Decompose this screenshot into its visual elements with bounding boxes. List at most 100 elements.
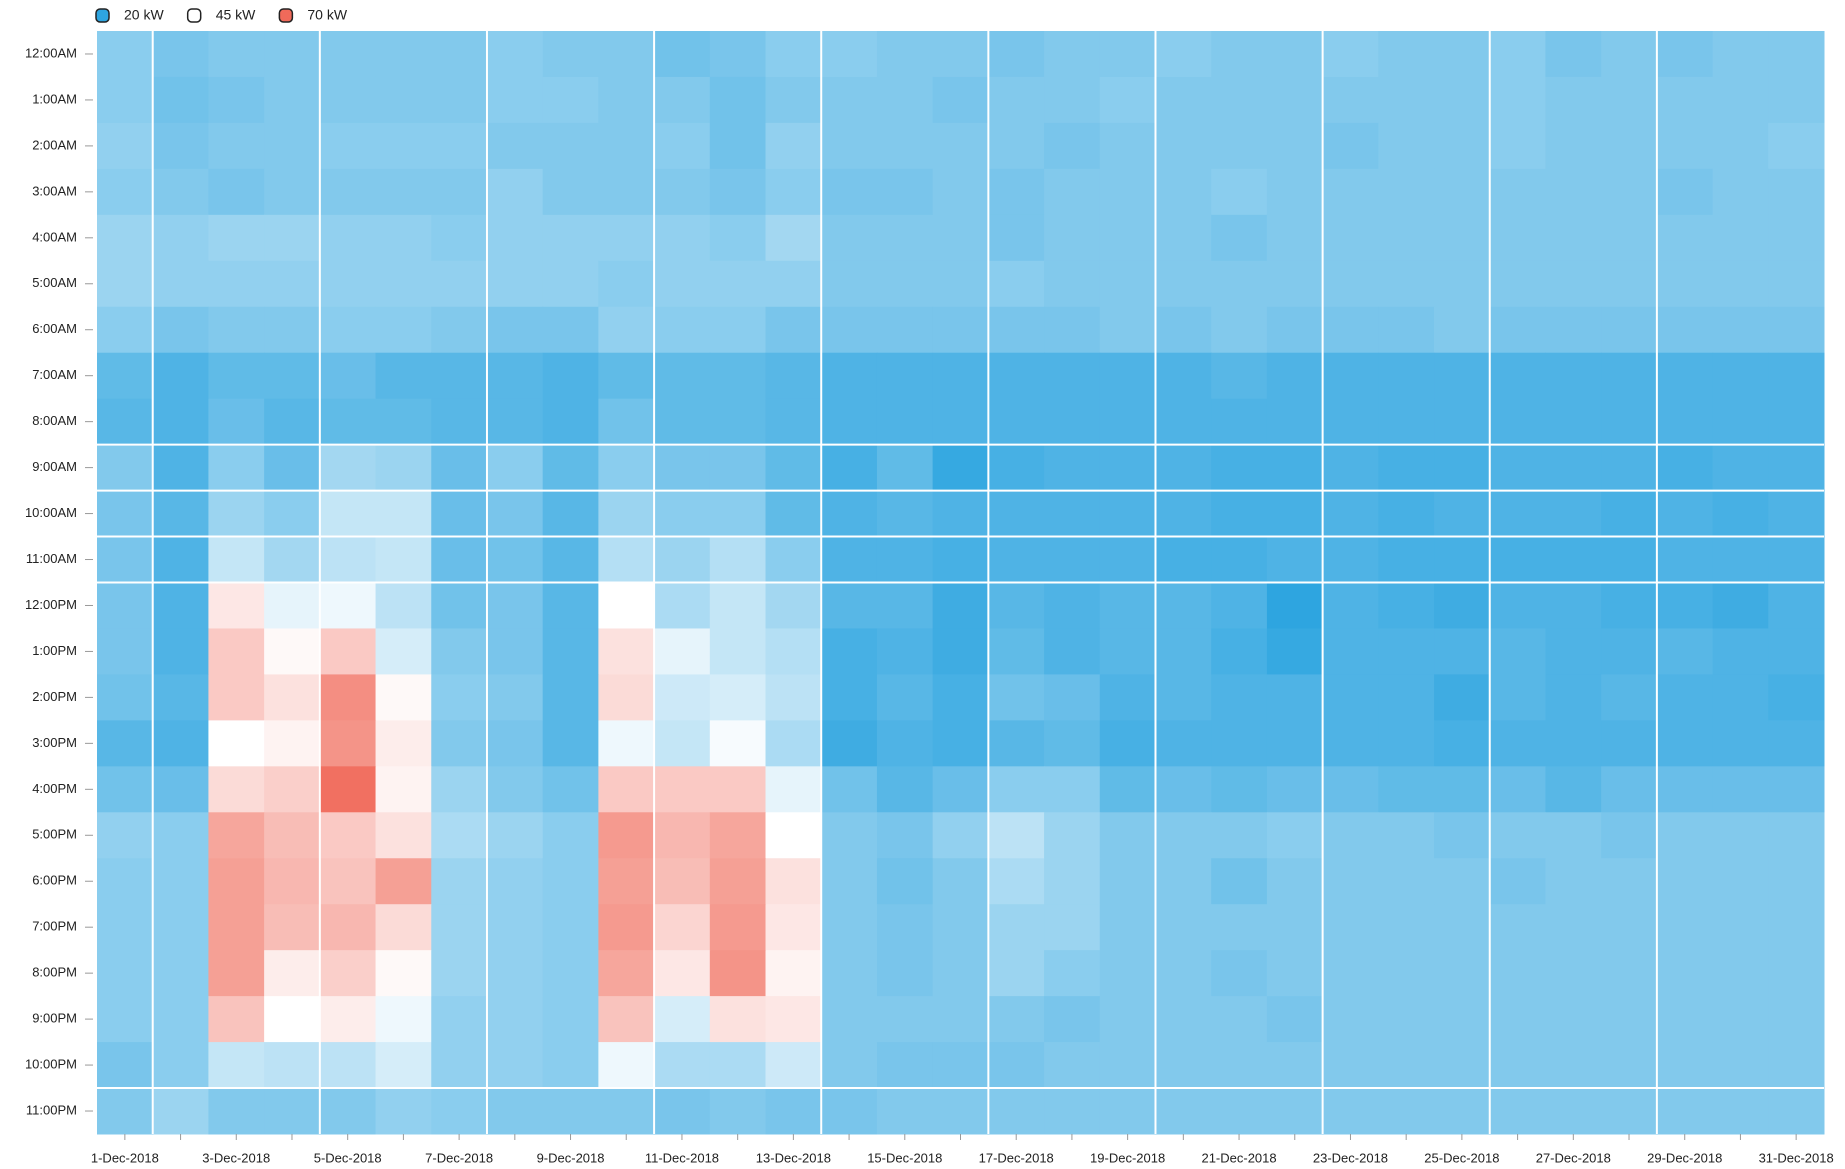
heat-cell <box>1656 674 1714 721</box>
heat-cell <box>264 444 321 492</box>
heat-cell <box>542 1042 599 1089</box>
heat-cell <box>1768 996 1825 1043</box>
y-tick-label: 2:00PM <box>32 689 77 704</box>
heat-cell <box>988 306 1045 354</box>
heat-cell <box>375 168 432 216</box>
heat-cell <box>431 214 488 262</box>
heat-cell <box>431 996 488 1043</box>
heat-cell <box>152 76 209 124</box>
heat-cell <box>1434 490 1491 538</box>
heat-cell <box>1489 950 1546 997</box>
heat-cell <box>1712 444 1769 492</box>
heat-cell <box>765 352 822 400</box>
heat-cell <box>821 536 878 583</box>
heat-cell <box>1712 1042 1769 1089</box>
heat-cell <box>932 536 989 583</box>
heat-cell <box>1601 1088 1658 1135</box>
heat-cell <box>654 536 711 583</box>
heat-cell <box>1099 490 1156 538</box>
heat-cell <box>598 352 655 400</box>
heat-cell <box>542 490 599 538</box>
heat-cell <box>1044 858 1101 905</box>
heat-cell <box>598 76 655 124</box>
heat-cell <box>97 31 154 78</box>
heat-cell <box>1712 996 1769 1043</box>
heat-cell <box>1266 444 1324 492</box>
heat-cell <box>988 31 1045 78</box>
heat-cell <box>1378 858 1435 905</box>
heat-cell <box>598 1042 655 1089</box>
heat-cell <box>598 812 655 859</box>
heat-cell <box>431 260 488 308</box>
y-tick-label: 11:00PM <box>26 1102 77 1117</box>
heat-cell <box>152 720 209 767</box>
heat-cell <box>1768 214 1825 262</box>
heat-cell <box>208 31 265 78</box>
heat-cell <box>1044 904 1101 951</box>
heat-cell <box>1155 766 1212 813</box>
heat-cell <box>97 1042 154 1089</box>
heat-cell <box>988 720 1045 767</box>
heat-cell <box>431 628 488 675</box>
heat-cell <box>1768 1042 1825 1089</box>
heat-cell <box>319 1088 377 1135</box>
y-tick-label: 6:00AM <box>32 321 77 336</box>
heat-cell <box>431 674 488 721</box>
heat-cell <box>1656 1042 1714 1089</box>
heat-cell <box>264 398 321 446</box>
heat-cell <box>1044 1088 1101 1135</box>
heat-cell <box>598 674 655 721</box>
heat-cell <box>1378 1042 1435 1089</box>
heat-cell <box>988 536 1045 583</box>
heat-cell <box>821 720 878 767</box>
heat-cell <box>932 306 989 354</box>
y-tick-label: 3:00PM <box>32 735 77 750</box>
heat-cell <box>709 812 767 859</box>
heat-cell <box>1266 214 1324 262</box>
heat-cell <box>375 720 432 767</box>
heat-cell <box>709 76 767 124</box>
heat-cell <box>97 858 154 905</box>
heat-cell <box>486 398 544 446</box>
heat-cell <box>1489 720 1546 767</box>
heat-cell <box>542 260 599 308</box>
heat-cell <box>264 490 321 538</box>
heat-cell <box>1768 490 1825 538</box>
heat-cell <box>1044 490 1101 538</box>
heat-cell <box>319 628 377 675</box>
heat-cell <box>1545 214 1602 262</box>
heat-cell <box>1266 398 1324 446</box>
heat-cell <box>319 260 377 308</box>
heat-cell <box>932 168 989 216</box>
heat-cell <box>1322 260 1379 308</box>
heat-cell <box>431 168 488 216</box>
heat-cell <box>765 490 822 538</box>
heat-cell <box>1044 168 1101 216</box>
heat-cell <box>1489 674 1546 721</box>
heat-cell <box>709 582 767 629</box>
heat-cell <box>1434 352 1491 400</box>
heat-cell <box>709 168 767 216</box>
heat-cell <box>1768 812 1825 859</box>
heat-cell <box>1211 766 1268 813</box>
heat-cell <box>654 444 711 492</box>
heat-cell <box>1099 766 1156 813</box>
heat-cell <box>375 582 432 629</box>
heat-cell <box>1378 122 1435 170</box>
heat-cell <box>1211 490 1268 538</box>
heat-cell <box>1434 122 1491 170</box>
heat-cell <box>988 904 1045 951</box>
heat-cell <box>598 490 655 538</box>
heat-cell <box>1434 628 1491 675</box>
heat-cell <box>208 996 265 1043</box>
heat-cell <box>1322 674 1379 721</box>
heat-cell <box>208 260 265 308</box>
heat-cell <box>1155 582 1212 629</box>
heat-cell <box>264 1042 321 1089</box>
heat-cell <box>765 122 822 170</box>
heat-cell <box>319 168 377 216</box>
heat-cell <box>1768 306 1825 354</box>
heat-cell <box>1545 260 1602 308</box>
heat-cell <box>1768 31 1825 78</box>
heat-cell <box>1489 260 1546 308</box>
